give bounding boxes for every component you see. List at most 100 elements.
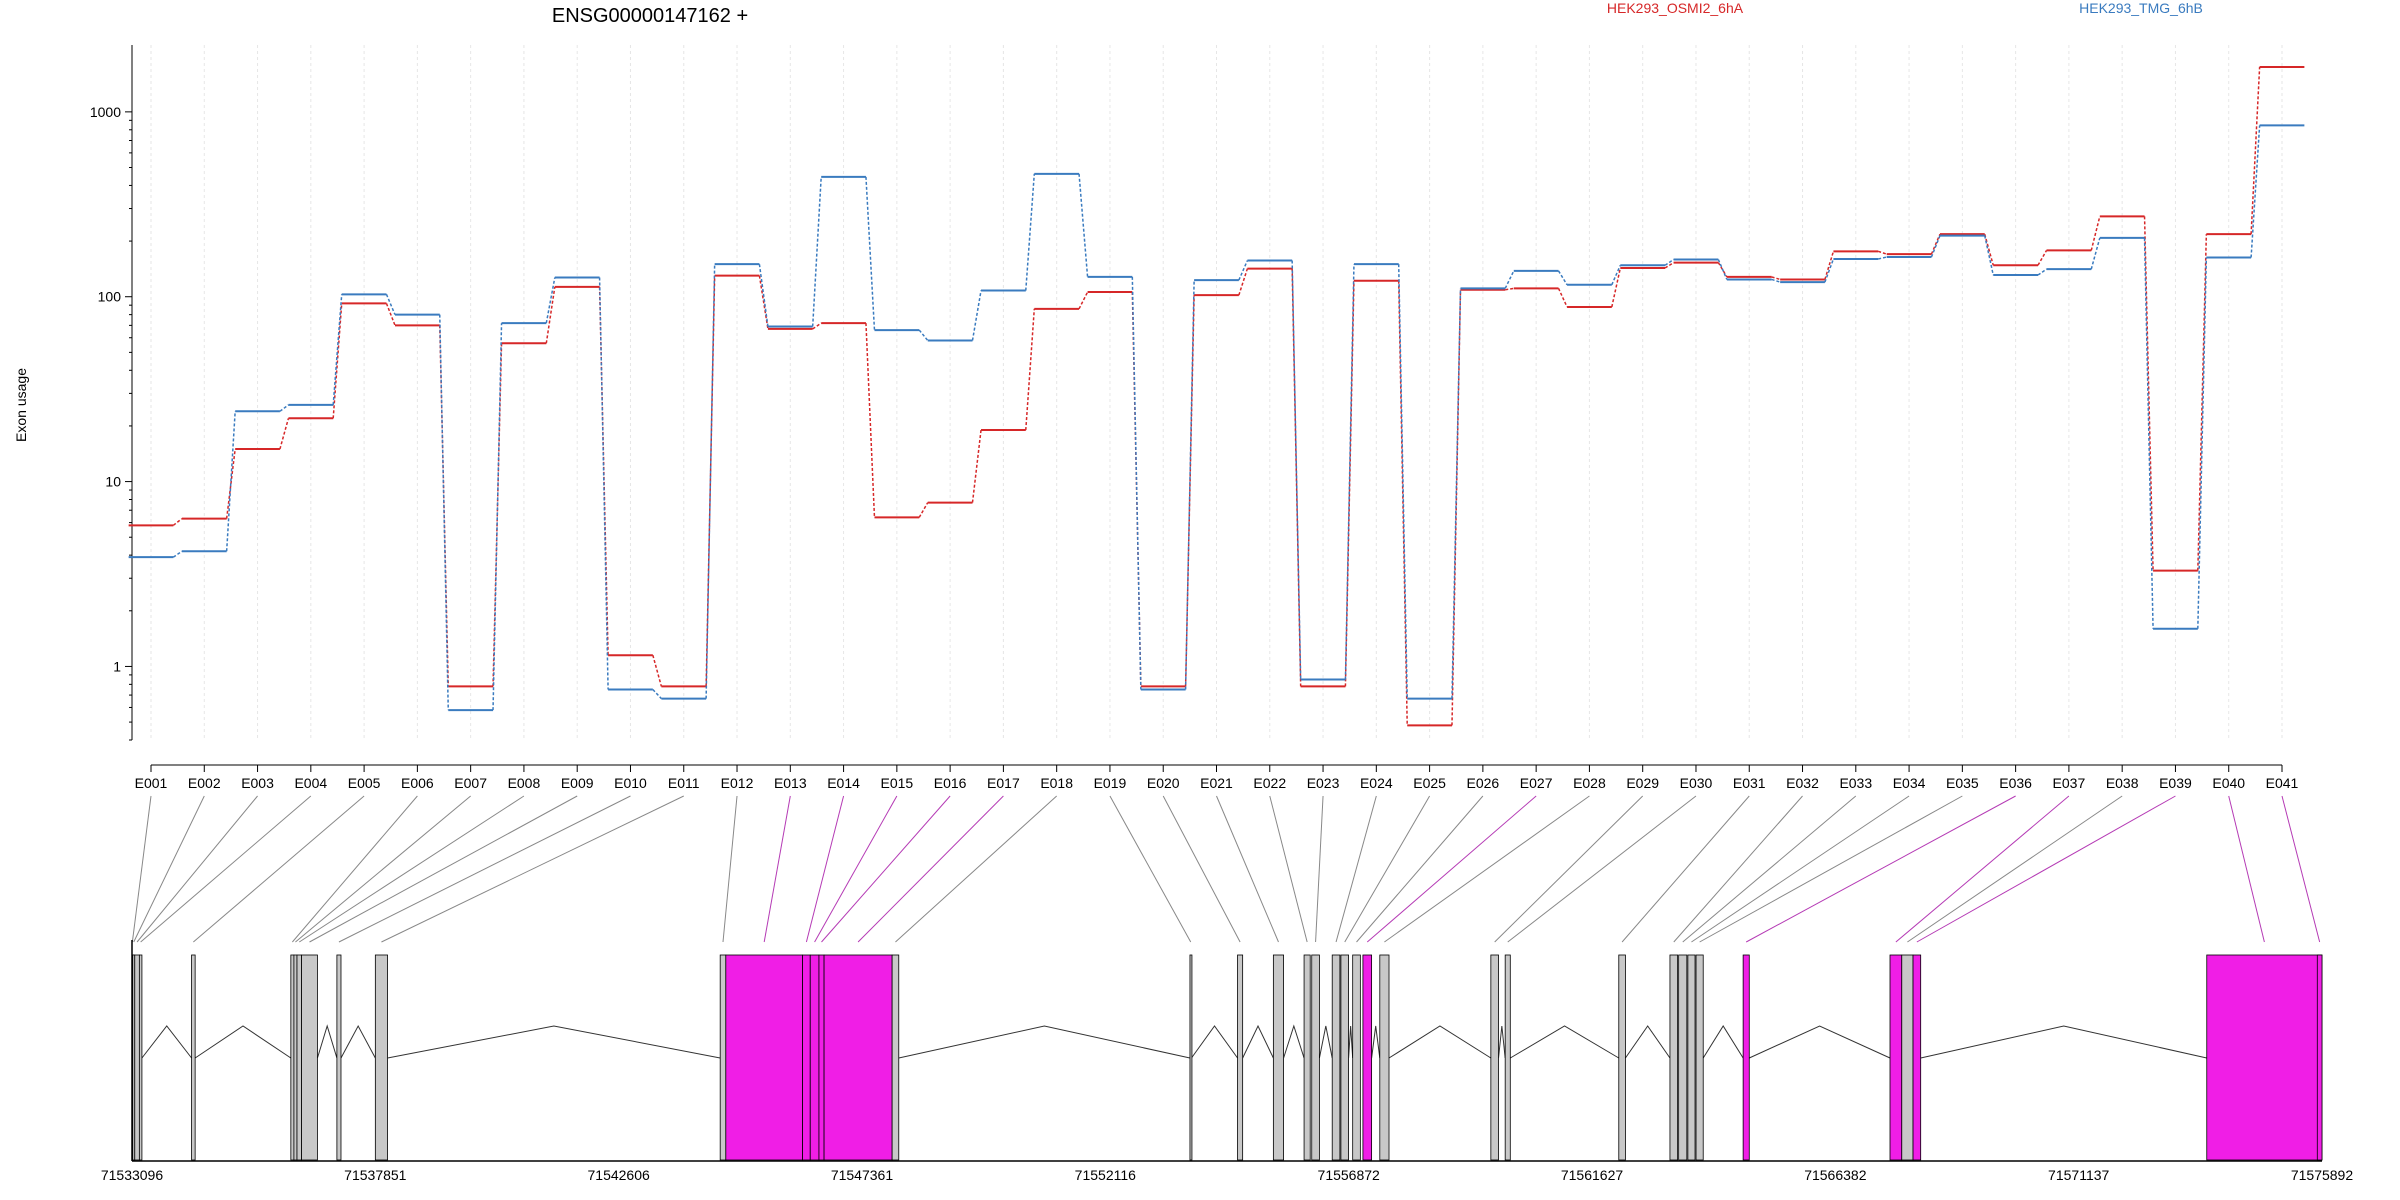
series-connector	[812, 322, 822, 330]
x-tick-label: E033	[1839, 775, 1872, 791]
exon-connector	[193, 795, 365, 943]
x-tick-label: E002	[188, 775, 221, 791]
gene-axis-tick-label: 71571137	[2048, 1167, 2109, 1183]
exon-box	[1303, 954, 1311, 1161]
x-tick-label: E028	[1573, 775, 1606, 791]
intron-line	[1625, 1025, 1671, 1059]
exon-box	[1189, 954, 1193, 1161]
exon-connector	[1682, 795, 1857, 943]
x-tick-label: E007	[454, 775, 487, 791]
exon-box	[2316, 954, 2323, 1161]
x-tick-label: E024	[1360, 775, 1393, 791]
series-connector	[1238, 260, 1249, 281]
exon-box	[1490, 954, 1499, 1161]
intron-line	[898, 1025, 1191, 1059]
series-connector	[1557, 270, 1568, 286]
exon-connector	[1691, 795, 1910, 943]
series-connector	[1664, 261, 1675, 269]
x-tick-label: E041	[2266, 775, 2299, 791]
exon-connector	[1356, 795, 1484, 943]
exon-connector	[1162, 795, 1241, 943]
intron-line	[141, 1025, 192, 1059]
exon-box	[725, 954, 803, 1161]
series-connector	[172, 550, 183, 558]
series-connector	[1771, 278, 1781, 283]
exon-connector	[338, 795, 631, 943]
series-connector	[1025, 173, 1036, 291]
exon-connector	[895, 795, 1058, 943]
series-connector	[2037, 250, 2048, 266]
exon-connector	[1916, 795, 2176, 943]
intron-line	[1702, 1025, 1744, 1059]
x-tick-label: E032	[1786, 775, 1819, 791]
series-connector	[1397, 280, 1408, 726]
series-connector	[598, 277, 609, 690]
exon-box	[138, 954, 143, 1161]
exon-connector	[1745, 795, 2016, 943]
exon-connector	[857, 795, 1004, 943]
gene-model	[131, 954, 2323, 1161]
legend-entry-osmi2: HEK293_OSMI2_6hA	[1607, 0, 1744, 16]
exon-connector	[1699, 795, 1963, 943]
x-tick-label: E009	[561, 775, 594, 791]
intron-line	[387, 1025, 721, 1059]
exon-box	[818, 954, 825, 1161]
exon-connector	[140, 795, 312, 943]
series-connector	[1717, 259, 1728, 280]
y-axis: 1 10 100 1000	[90, 45, 133, 741]
x-tick-label: E004	[294, 775, 327, 791]
y-tick-label: 10	[105, 474, 121, 490]
x-tick-label: E036	[1999, 775, 2032, 791]
series-connector	[865, 323, 876, 518]
x-tick-label: E012	[721, 775, 754, 791]
gene-axis-tick-label: 71566382	[1804, 1167, 1867, 1183]
series-connector	[172, 518, 183, 526]
exon-box	[301, 954, 318, 1161]
exon-box	[1889, 954, 1903, 1161]
series-connector	[1771, 276, 1781, 281]
exon-connector	[814, 795, 898, 943]
exon-box	[374, 954, 388, 1161]
x-tick-label: E013	[774, 775, 807, 791]
exon-box	[1379, 954, 1390, 1161]
x-tick-label: E014	[827, 775, 860, 791]
intron-line	[1371, 1025, 1381, 1059]
intron-line	[316, 1024, 338, 1059]
intron-line	[1318, 1025, 1333, 1059]
series-connector	[1984, 233, 1994, 266]
exon-connector	[1109, 795, 1192, 943]
x-tick-label: E003	[241, 775, 274, 791]
exon-box	[1352, 954, 1361, 1161]
series-connector	[1611, 267, 1622, 308]
intron-line	[340, 1024, 376, 1059]
exon-connector	[2281, 795, 2321, 943]
exon-connector	[1315, 795, 1324, 943]
gene-coordinate-axis: 71533096 71537851 71542606 71547361 71552116…	[101, 940, 2353, 1183]
intron-line	[1348, 1025, 1354, 1059]
gene-axis-tick-label: 71537851	[344, 1167, 407, 1183]
chart-title: ENSG00000147162 +	[552, 5, 748, 27]
series-connector	[385, 303, 396, 326]
exon-connector	[722, 795, 738, 943]
exon-connector	[1907, 795, 2123, 943]
exon-box	[293, 954, 298, 1161]
grid-lines	[150, 45, 2283, 738]
exon-box	[1237, 954, 1244, 1161]
exon-connector	[1621, 795, 1750, 943]
exon-connector	[381, 795, 684, 943]
series-connector	[971, 290, 982, 341]
series-connector	[1238, 268, 1249, 296]
exon-box	[1901, 954, 1914, 1161]
series-connector	[865, 176, 876, 331]
exon-box	[1669, 954, 1679, 1161]
exon-box	[134, 954, 140, 1161]
x-tick-label: E038	[2106, 775, 2139, 791]
y-tick-label: 1000	[90, 104, 121, 120]
gene-axis-tick-label: 71556872	[1318, 1167, 1381, 1183]
x-tick-label: E006	[401, 775, 434, 791]
series-connector	[2197, 257, 2208, 629]
exon-connector	[1216, 795, 1279, 943]
series-connector	[705, 264, 716, 699]
exon-connector	[291, 795, 418, 943]
series-connector	[1930, 233, 1941, 255]
